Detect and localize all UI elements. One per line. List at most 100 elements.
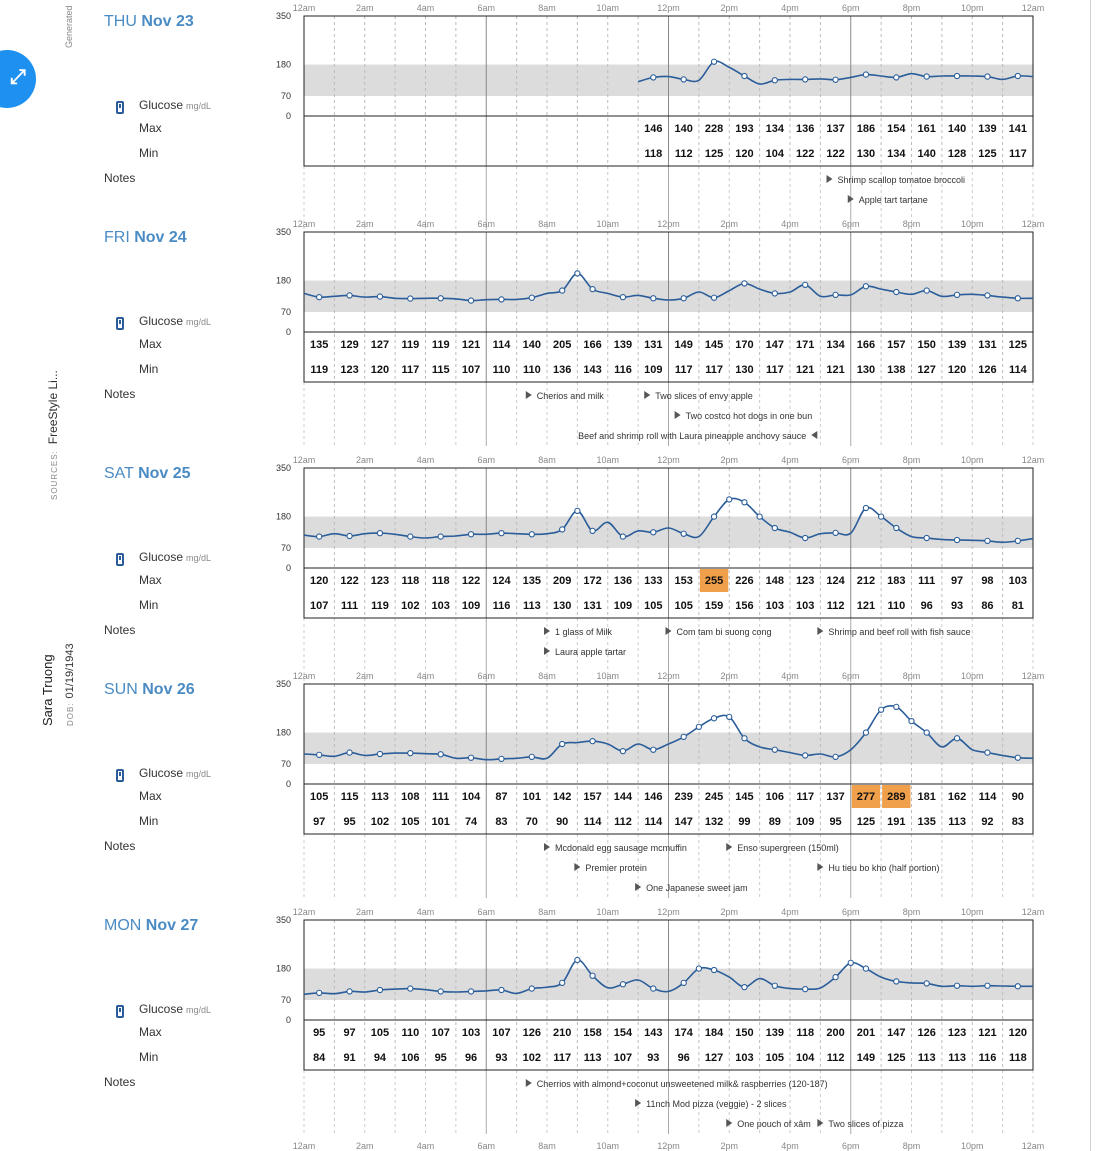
max-value: 118 xyxy=(796,1027,814,1039)
glucose-reading-point xyxy=(346,988,353,995)
day-title: SAT Nov 25 xyxy=(104,465,191,483)
x-tick-label: 2pm xyxy=(720,3,738,13)
x-tick-label: 4am xyxy=(417,219,435,229)
glucose-reading-point xyxy=(741,499,748,506)
max-value: 118 xyxy=(432,575,450,587)
notes-label: Notes xyxy=(104,1075,136,1089)
min-value: 121 xyxy=(796,364,814,376)
min-value: 109 xyxy=(614,600,632,612)
x-tick-label: 12am xyxy=(1022,1141,1045,1151)
glucose-reading-point xyxy=(741,72,748,80)
max-value: 113 xyxy=(371,791,389,803)
day-weekday: SUN xyxy=(104,681,143,698)
x-tick-label: 6am xyxy=(477,671,495,681)
x-tick-label: 8am xyxy=(538,455,556,465)
glucose-reading-point xyxy=(710,966,718,974)
glucose-series-line xyxy=(303,497,1034,544)
min-value: 109 xyxy=(644,364,662,376)
x-tick-label: 4am xyxy=(417,671,435,681)
note-text: One Japanese sweet jam xyxy=(646,883,748,893)
x-tick-label: 10am xyxy=(596,3,619,13)
glucose-reading-point xyxy=(923,980,930,987)
meter-icon xyxy=(116,101,124,114)
glucose-reading-point xyxy=(680,733,687,741)
y-tick-label: 350 xyxy=(276,915,291,925)
glucose-reading-point xyxy=(467,754,475,761)
max-value: 148 xyxy=(766,575,784,587)
x-tick-label: 6pm xyxy=(842,671,860,681)
glucose-reading-point xyxy=(741,280,748,287)
min-value: 113 xyxy=(948,816,966,828)
note-marker-icon xyxy=(826,175,833,183)
x-tick-label: 12am xyxy=(1022,671,1045,681)
note-marker-icon xyxy=(525,1079,532,1087)
x-tick-label: 8am xyxy=(538,219,556,229)
min-value: 138 xyxy=(887,364,905,376)
min-value: 117 xyxy=(675,364,693,376)
max-value: 139 xyxy=(978,123,996,135)
note-text: Beef and shrimp roll with Laura pineappl… xyxy=(578,431,806,441)
min-value: 105 xyxy=(401,816,419,828)
glucose-reading-point xyxy=(802,752,809,759)
x-tick-label: 4am xyxy=(417,1141,435,1151)
glucose-reading-point xyxy=(984,292,991,299)
max-value: 150 xyxy=(735,1027,753,1039)
max-value: 104 xyxy=(462,791,481,803)
max-value: 193 xyxy=(735,123,753,135)
glucose-reading-point xyxy=(650,74,657,81)
glucose-reading-point xyxy=(984,749,991,756)
max-label: Max xyxy=(139,1025,162,1039)
glucose-reading-point xyxy=(559,287,566,294)
min-value: 74 xyxy=(465,816,478,828)
note-marker-icon xyxy=(544,843,550,851)
unit-label: mg/dL xyxy=(186,553,212,563)
min-value: 107 xyxy=(614,1052,632,1064)
x-tick-label: 6pm xyxy=(842,3,860,13)
min-value: 93 xyxy=(495,1052,507,1064)
min-value: 119 xyxy=(310,364,328,376)
glucose-reading-point xyxy=(923,287,930,294)
min-value: 113 xyxy=(523,600,541,612)
min-value: 103 xyxy=(796,600,814,612)
note-text: Shrimp scallop tomatoe broccoli xyxy=(837,175,965,185)
glucose-reading-point xyxy=(467,988,475,995)
glucose-reading-point xyxy=(467,297,475,304)
glucose-reading-point xyxy=(862,504,870,512)
unit-label: mg/dL xyxy=(186,317,212,327)
x-tick-label: 12am xyxy=(293,671,316,681)
glucose-reading-point xyxy=(376,293,384,300)
high-value-cell xyxy=(851,785,881,808)
min-value: 123 xyxy=(340,364,358,376)
min-value: 134 xyxy=(887,148,906,160)
glucose-reading-point xyxy=(1014,72,1021,80)
max-value: 131 xyxy=(644,339,662,351)
x-tick-label: 12am xyxy=(293,1141,316,1151)
day-weekday: MON xyxy=(104,917,146,934)
glucose-reading-point xyxy=(802,534,809,542)
x-tick-label: 12pm xyxy=(657,907,680,917)
glucose-reading-point xyxy=(407,985,414,992)
max-value: 136 xyxy=(796,123,814,135)
max-value: 137 xyxy=(826,123,844,135)
note-marker-icon xyxy=(635,883,642,891)
x-tick-label: 8pm xyxy=(903,3,921,13)
glucose-reading-point xyxy=(650,746,657,753)
min-value: 99 xyxy=(738,816,750,828)
min-value: 103 xyxy=(766,600,784,612)
x-tick-label: 12am xyxy=(1022,455,1045,465)
min-value: 130 xyxy=(553,600,571,612)
max-value: 145 xyxy=(735,791,753,803)
max-value: 126 xyxy=(523,1027,541,1039)
max-value: 87 xyxy=(495,791,507,803)
min-value: 127 xyxy=(918,364,936,376)
note-text: Enso supergreen (150ml) xyxy=(737,843,839,853)
high-value-cell xyxy=(882,785,911,808)
min-value: 115 xyxy=(432,364,450,376)
max-value: 90 xyxy=(1012,791,1024,803)
min-label: Min xyxy=(139,146,159,160)
x-tick-label: 8am xyxy=(538,3,556,13)
glucose-reading-point xyxy=(984,982,991,989)
day-date: Nov 25 xyxy=(138,465,191,482)
chart-frame xyxy=(303,467,1034,619)
glucose-reading-point xyxy=(832,973,839,981)
